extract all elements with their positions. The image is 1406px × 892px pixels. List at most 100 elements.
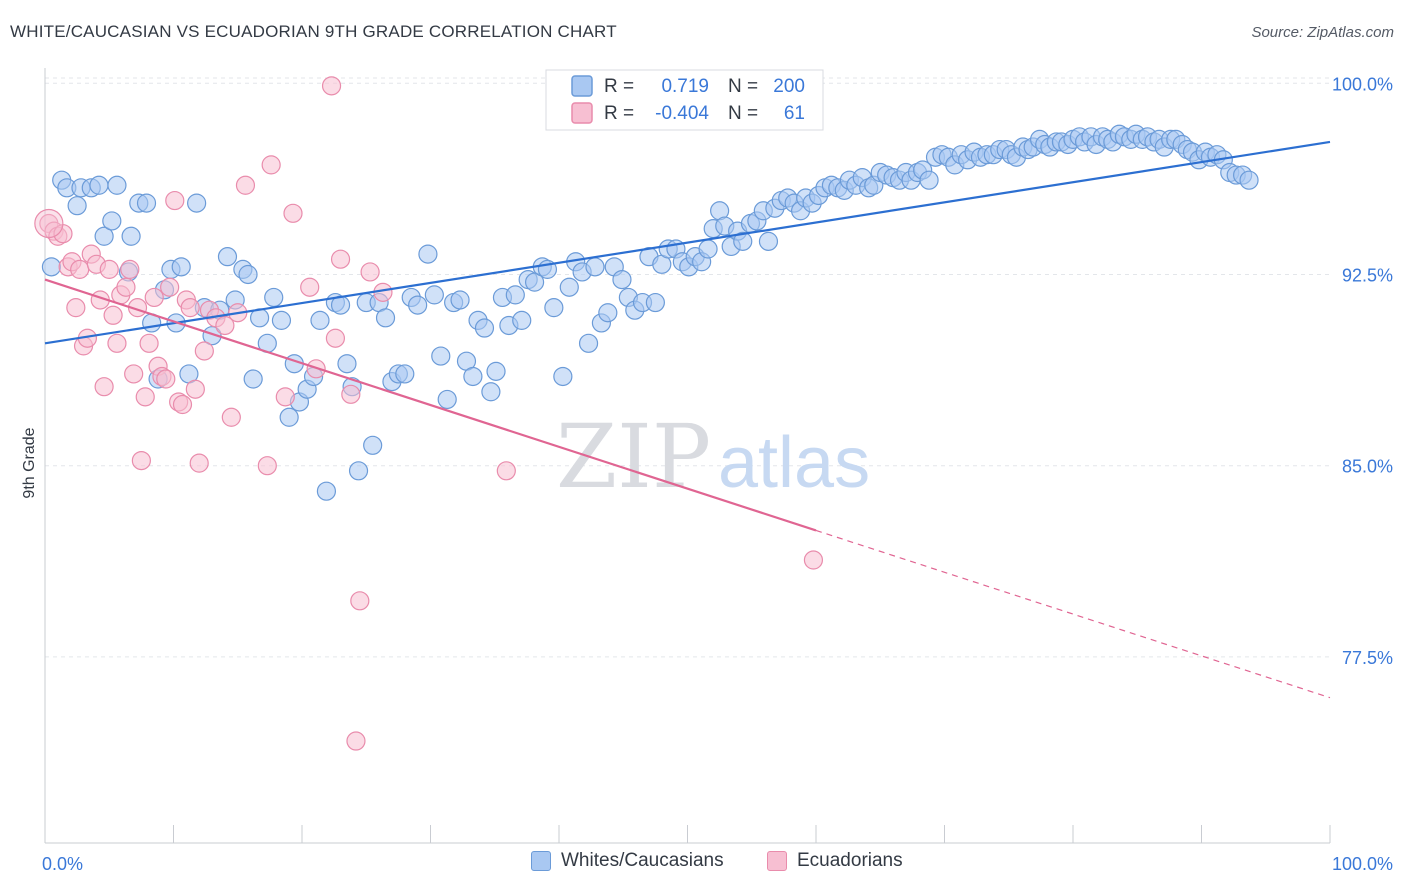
- ecuadorians-point-44: [257, 456, 277, 476]
- legend-whites-label: Whites/Caucasians: [561, 850, 724, 871]
- ecuadorians-point-40: [215, 315, 235, 336]
- y-tick-label-2: 85.0%: [1342, 457, 1393, 477]
- whites-point-33: [271, 310, 292, 330]
- whites-point-45: [348, 461, 369, 481]
- whites-point-69: [505, 285, 525, 305]
- watermark-atlas: atlas: [718, 423, 870, 503]
- legend-pink-n-value: 61: [784, 103, 805, 124]
- y-tick-label-0: 100.0%: [1332, 74, 1393, 94]
- ecuadorians-trend-extrapolation: [815, 529, 1331, 699]
- x-tick-label-1: 100.0%: [1332, 854, 1393, 874]
- ecuadorians-point-19: [120, 259, 140, 279]
- whites-point-188: [1239, 170, 1259, 190]
- series-whites-points: [41, 124, 1259, 501]
- whites-point-57: [431, 346, 451, 366]
- legend-pink-n-label: N =: [728, 103, 758, 124]
- legend-series: Whites/Caucasians Ecuadorians: [0, 850, 1406, 880]
- whites-point-81: [585, 257, 605, 277]
- whites-point-90: [645, 292, 665, 313]
- whites-point-56: [424, 285, 444, 305]
- legend-stats: R = 0.719 N = 200 R = -0.404 N = 61: [545, 69, 824, 131]
- ecuadorians-point-25: [144, 287, 164, 308]
- ecuadorians-point-34: [180, 298, 200, 318]
- legend-pink-r-label: R =: [604, 103, 634, 124]
- whites-point-49: [375, 308, 396, 328]
- ecuadorians-point-14: [99, 259, 119, 279]
- whites-trend-line: [44, 140, 1331, 345]
- whites-point-98: [698, 239, 718, 259]
- legend-blue-n-value: 200: [773, 76, 805, 97]
- watermark-zip: ZIP: [556, 405, 711, 508]
- whites-point-77: [559, 277, 579, 297]
- series-ecuadorians-points: [34, 76, 824, 751]
- whites-point-23: [202, 326, 222, 346]
- whites-point-43: [337, 354, 357, 374]
- whites-point-29: [243, 369, 263, 389]
- ecuadorians-point-52: [341, 384, 361, 404]
- whites-point-134: [919, 170, 939, 190]
- ecuadorians-point-54: [350, 591, 370, 611]
- whites-point-6: [89, 175, 109, 195]
- legend-ecuadorians-label: Ecuadorians: [797, 850, 903, 871]
- ecuadorians-point-48: [300, 277, 320, 297]
- ecuadorians-point-16: [107, 333, 127, 353]
- whites-point-104: [733, 231, 753, 251]
- legend-blue-swatch: [571, 75, 593, 97]
- ecuadorians-point-36: [189, 453, 209, 473]
- whites-point-72: [524, 272, 545, 292]
- whites-point-60: [450, 290, 470, 310]
- whites-point-28: [238, 264, 258, 285]
- whites-point-75: [544, 298, 564, 318]
- legend-blue-r-value: 0.719: [661, 76, 709, 97]
- whites-point-0: [41, 257, 62, 277]
- whites-point-40: [316, 481, 337, 501]
- ecuadorians-point-32: [172, 394, 193, 415]
- whites-point-58: [437, 389, 457, 410]
- ecuadorians-point-41: [221, 407, 241, 427]
- whites-point-66: [486, 361, 506, 381]
- whites-point-64: [474, 318, 495, 338]
- whites-point-32: [264, 287, 284, 308]
- ecuadorians-point-58: [496, 461, 516, 481]
- trend-lines: [44, 140, 1331, 699]
- watermark: ZIP atlas: [556, 405, 870, 508]
- ecuadorians-point-47: [283, 203, 303, 223]
- ecuadorians-point-53: [346, 731, 366, 751]
- y-tick-label-1: 92.5%: [1342, 265, 1393, 285]
- ecuadorians-point-15: [103, 305, 123, 325]
- y-tick-label-3: 77.5%: [1342, 648, 1393, 668]
- whites-point-21: [187, 193, 207, 213]
- ecuadorians-point-57: [321, 76, 342, 96]
- whites-point-13: [136, 193, 157, 213]
- whites-point-25: [217, 247, 238, 267]
- ecuadorians-point-46: [261, 155, 281, 175]
- whites-point-83: [598, 303, 618, 323]
- x-tick-labels: 0.0% 100.0%: [42, 854, 1393, 874]
- legend-whites-swatch: [531, 851, 551, 871]
- whites-point-47: [363, 435, 383, 455]
- ecuadorians-point-23: [135, 387, 155, 407]
- ecuadorians-point-45: [275, 387, 295, 407]
- whites-point-108: [758, 231, 779, 251]
- ecuadorians-point-35: [185, 379, 205, 399]
- ecuadorians-point-37: [194, 341, 214, 361]
- y-tick-labels: 100.0% 92.5% 85.0% 77.5%: [1332, 74, 1393, 668]
- whites-point-55: [418, 244, 438, 264]
- whites-point-70: [512, 310, 532, 330]
- ecuadorians-point-43: [235, 175, 256, 195]
- whites-point-9: [107, 175, 127, 195]
- ecuadorians-point-50: [325, 328, 346, 348]
- ecuadorians-point-59: [803, 550, 824, 570]
- whites-point-39: [310, 310, 330, 330]
- whites-point-62: [463, 366, 483, 387]
- legend-item-whites[interactable]: Whites/Caucasians: [531, 850, 724, 872]
- whites-point-80: [578, 333, 599, 353]
- legend-pink-swatch: [571, 102, 593, 124]
- whites-point-34: [279, 407, 299, 427]
- chart-title: WHITE/CAUCASIAN VS ECUADORIAN 9TH GRADE …: [10, 22, 617, 41]
- ecuadorians-point-55: [360, 262, 380, 282]
- whites-point-8: [102, 211, 122, 231]
- ecuadorians-point-28: [156, 369, 176, 389]
- legend-item-ecuadorians[interactable]: Ecuadorians: [767, 850, 903, 872]
